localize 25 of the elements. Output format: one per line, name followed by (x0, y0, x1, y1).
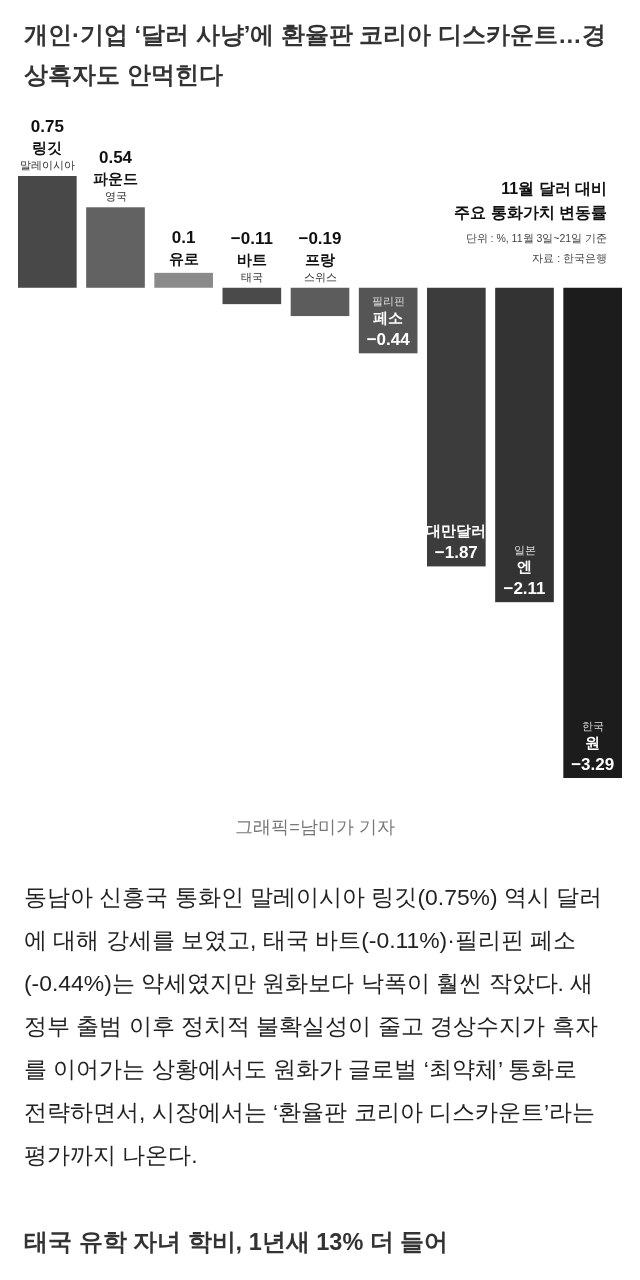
data-label: 0.75 (30, 117, 64, 136)
text: 11월 달러 대비 주요 통화가치 변동률 (454, 180, 607, 221)
x-tick-label: 필리핀 페소 (371, 295, 405, 327)
x-tick-label: 일본 엔 (513, 544, 536, 576)
x-tick-label: 링깃 말레이시아 (19, 139, 75, 171)
x-tick-label: 유로 (168, 249, 199, 267)
data-label: −0.19 (298, 228, 342, 248)
data-label: −0.11 (230, 228, 273, 248)
x-tick-label: 파운드 영국 (93, 170, 138, 203)
data-label: 0.1 (171, 227, 196, 247)
text: 단위 : %, 11월 3일~21일 기준 (465, 232, 607, 244)
x-tick-label: 프랑 스위스 (303, 250, 337, 283)
text: 동남아 신흥국 통화인 말레이시아 링깃(0.75%) 역시 달러에 대해 강세를 보였고, 태국 바트(-0.11%)·필리핀 페소(-0.44%)는 약세였지만 원화보다 낙폭이 훨씬 작았다. 새 정부 출범 이후 정치적 불확실성이 줄고 경상수지가 흑자를 이어가는 상황에서도 원화가 글로벌 ‘최약체’ 통화로 전략하면서, 시장에서는 ‘환율판 코리아 디스카운트’라는 평가까지 나온다. (24, 883, 604, 1170)
data-label: −3.29 (571, 755, 615, 774)
x-tick-label: 한국 원 (581, 720, 604, 751)
annotation: 자료 : 한국은행 (532, 252, 607, 264)
data-label: −0.44 (366, 330, 411, 350)
data-label: −1.87 (434, 543, 478, 563)
data-label: −2.11 (503, 579, 546, 599)
x-tick-label: 바트 태국 (236, 250, 267, 283)
data-label: 0.54 (98, 148, 133, 168)
text: 개인·기업 ‘달러 사냥’에 환율판 코리아 디스카운트…경상흑자도 안먹힌다 (24, 21, 607, 90)
text: 태국 유학 자녀 학비, 1년새 13% 더 들어 (24, 1228, 450, 1257)
x-tick-label: 대만달러 (426, 522, 487, 540)
text: 그래픽=남미가 기자 (234, 816, 396, 839)
